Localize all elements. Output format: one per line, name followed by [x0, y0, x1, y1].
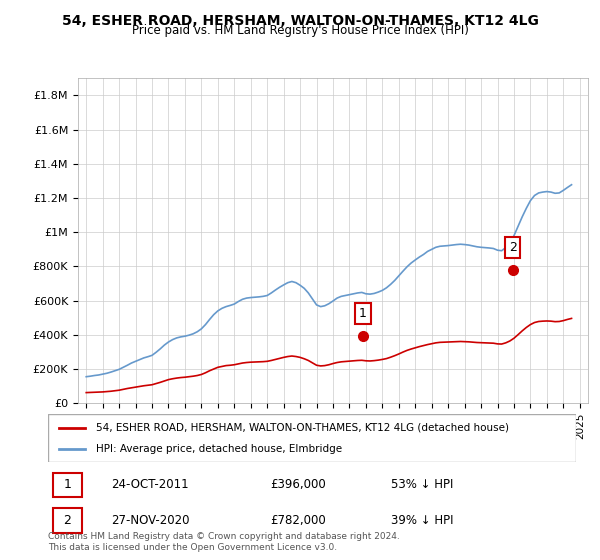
- Text: £396,000: £396,000: [270, 478, 326, 491]
- Text: 39% ↓ HPI: 39% ↓ HPI: [391, 514, 454, 527]
- Text: 1: 1: [64, 478, 71, 491]
- Text: HPI: Average price, detached house, Elmbridge: HPI: Average price, detached house, Elmb…: [95, 444, 341, 454]
- FancyBboxPatch shape: [53, 508, 82, 533]
- FancyBboxPatch shape: [53, 473, 82, 497]
- Text: 2: 2: [64, 514, 71, 527]
- Text: Contains HM Land Registry data © Crown copyright and database right 2024.
This d: Contains HM Land Registry data © Crown c…: [48, 532, 400, 552]
- Text: 1: 1: [359, 307, 367, 320]
- Text: £782,000: £782,000: [270, 514, 326, 527]
- Text: 2: 2: [509, 241, 517, 254]
- Text: Price paid vs. HM Land Registry's House Price Index (HPI): Price paid vs. HM Land Registry's House …: [131, 24, 469, 37]
- Text: 54, ESHER ROAD, HERSHAM, WALTON-ON-THAMES, KT12 4LG: 54, ESHER ROAD, HERSHAM, WALTON-ON-THAME…: [62, 14, 538, 28]
- Text: 24-OCT-2011: 24-OCT-2011: [112, 478, 189, 491]
- Text: 27-NOV-2020: 27-NOV-2020: [112, 514, 190, 527]
- Text: 53% ↓ HPI: 53% ↓ HPI: [391, 478, 454, 491]
- FancyBboxPatch shape: [48, 414, 576, 462]
- Text: 54, ESHER ROAD, HERSHAM, WALTON-ON-THAMES, KT12 4LG (detached house): 54, ESHER ROAD, HERSHAM, WALTON-ON-THAME…: [95, 423, 509, 433]
